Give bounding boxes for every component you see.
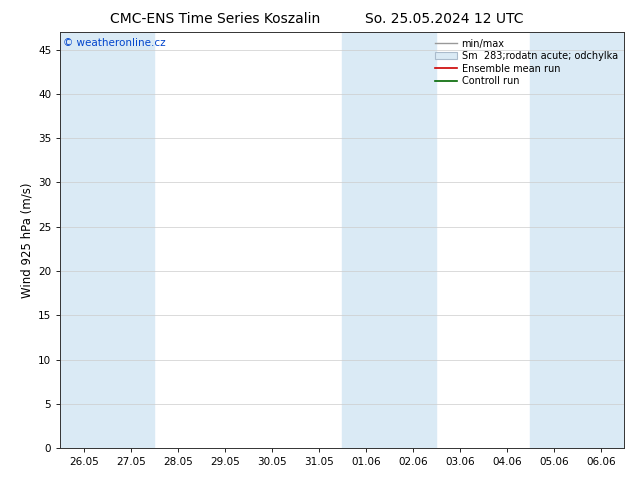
Text: CMC-ENS Time Series Koszalin: CMC-ENS Time Series Koszalin	[110, 12, 321, 26]
Bar	[107, 32, 154, 448]
Bar	[531, 32, 624, 448]
Bar	[342, 32, 389, 448]
Bar	[60, 32, 107, 448]
Text: So. 25.05.2024 12 UTC: So. 25.05.2024 12 UTC	[365, 12, 523, 26]
Text: © weatheronline.cz: © weatheronline.cz	[63, 38, 165, 48]
Y-axis label: Wind 925 hPa (m/s): Wind 925 hPa (m/s)	[21, 182, 34, 298]
Legend: min/max, Sm  283;rodatn acute; odchylka, Ensemble mean run, Controll run: min/max, Sm 283;rodatn acute; odchylka, …	[434, 37, 619, 88]
Bar	[389, 32, 436, 448]
